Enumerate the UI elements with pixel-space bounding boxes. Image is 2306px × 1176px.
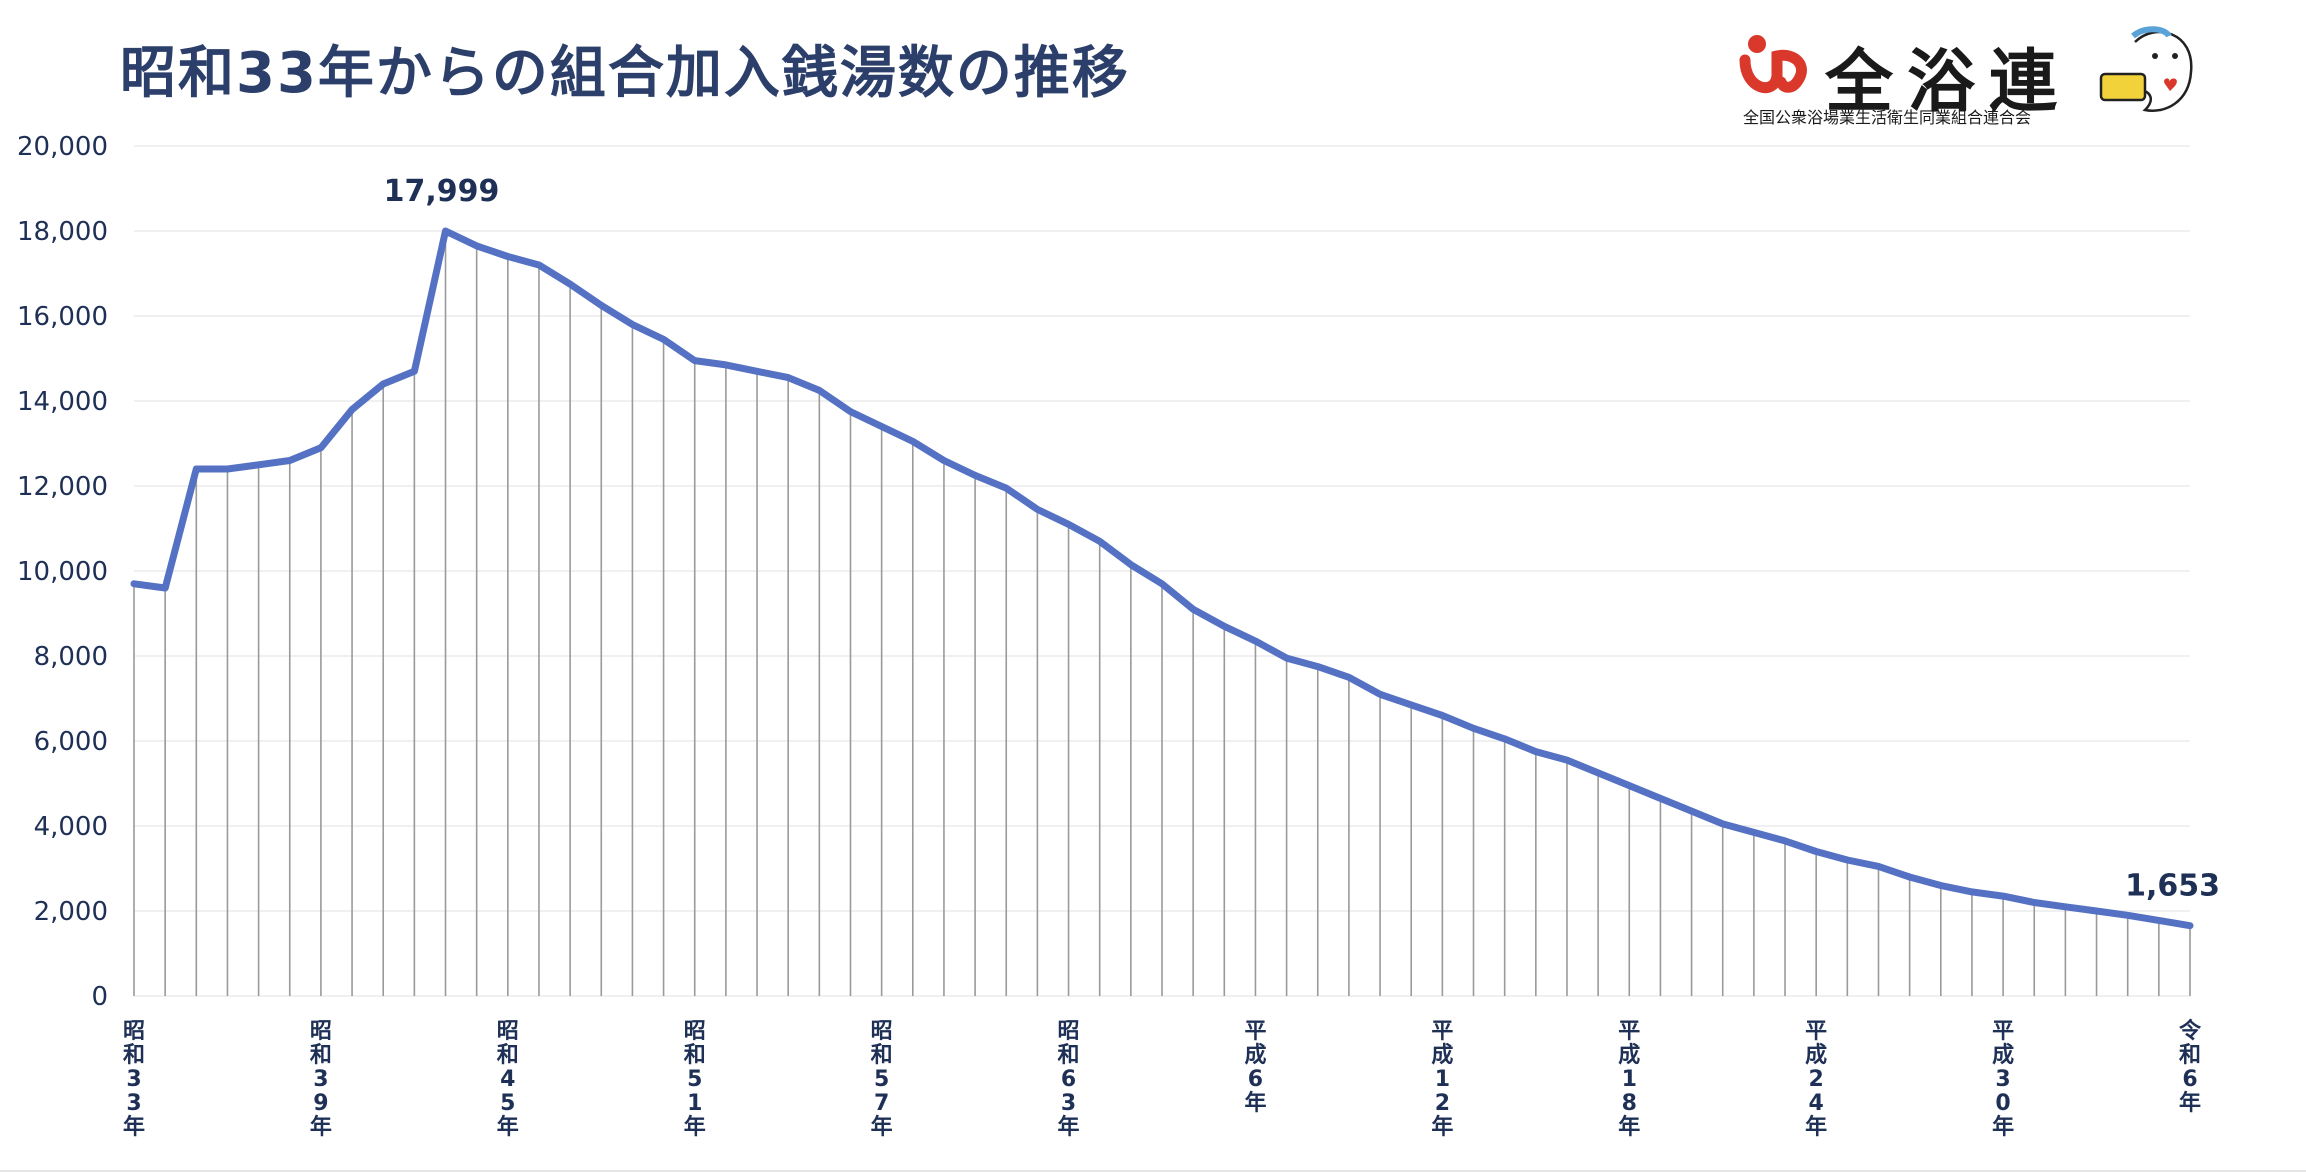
y-tick-label: 10,000	[17, 557, 108, 587]
svg-text:3: 3	[1995, 1067, 2010, 1092]
y-tick-label: 2,000	[34, 897, 108, 927]
y-tick-label: 6,000	[34, 727, 108, 757]
svg-text:3: 3	[126, 1091, 141, 1116]
y-tick-label: 0	[91, 982, 108, 1012]
y-tick-label: 16,000	[17, 302, 108, 332]
y-tick-label: 12,000	[17, 472, 108, 502]
data-label: 17,999	[384, 174, 500, 209]
svg-text:昭: 昭	[497, 1019, 519, 1044]
svg-text:昭: 昭	[871, 1019, 893, 1044]
svg-text:0: 0	[1995, 1091, 2010, 1116]
data-label: 1,653	[2125, 869, 2220, 904]
y-tick-label: 20,000	[17, 132, 108, 162]
svg-text:平: 平	[1431, 1019, 1453, 1044]
svg-text:年: 年	[1058, 1114, 1080, 1140]
svg-text:5: 5	[500, 1091, 515, 1116]
svg-text:1: 1	[1622, 1067, 1637, 1092]
svg-text:成: 成	[1244, 1043, 1266, 1068]
svg-text:9: 9	[313, 1091, 328, 1116]
svg-text:和: 和	[497, 1043, 519, 1068]
series-line	[130, 227, 2194, 930]
svg-text:2: 2	[1435, 1091, 1450, 1116]
svg-text:成: 成	[1992, 1043, 2014, 1068]
svg-text:年: 年	[497, 1114, 519, 1140]
svg-text:令: 令	[2179, 1018, 2202, 1044]
svg-text:1: 1	[1435, 1067, 1450, 1092]
logo-name: 全浴連	[1825, 43, 2072, 122]
y-tick-label: 8,000	[34, 642, 108, 672]
svg-text:成: 成	[1431, 1043, 1453, 1068]
svg-text:昭: 昭	[1058, 1019, 1080, 1044]
drop-lines	[133, 231, 2191, 996]
svg-text:年: 年	[1244, 1090, 1266, 1116]
svg-text:年: 年	[1618, 1114, 1640, 1140]
svg-text:和: 和	[684, 1043, 706, 1068]
svg-text:8: 8	[1622, 1091, 1637, 1116]
svg-text:平: 平	[1244, 1019, 1266, 1044]
svg-text:年: 年	[1805, 1114, 1827, 1140]
svg-text:年: 年	[871, 1114, 893, 1140]
svg-text:和: 和	[123, 1043, 145, 1068]
svg-text:昭: 昭	[310, 1019, 332, 1044]
svg-text:和: 和	[871, 1043, 893, 1068]
svg-text:3: 3	[126, 1067, 141, 1092]
data-labels: 17,999 1,653	[384, 174, 2220, 904]
svg-text:1: 1	[687, 1091, 702, 1116]
y-tick-label: 14,000	[17, 387, 108, 417]
x-tick-label: 昭和33年	[123, 1019, 145, 1140]
y-tick-label: 18,000	[17, 217, 108, 247]
svg-text:3: 3	[313, 1067, 328, 1092]
svg-text:和: 和	[2179, 1043, 2201, 1068]
svg-text:成: 成	[1618, 1043, 1640, 1068]
bottom-divider	[0, 1170, 2306, 1172]
svg-text:2: 2	[1809, 1067, 1824, 1092]
svg-text:6: 6	[1061, 1067, 1076, 1092]
logo-subtitle: 全国公衆浴場業生活衛生同業組合連合会	[1743, 108, 2032, 127]
svg-text:和: 和	[310, 1043, 332, 1068]
svg-text:平: 平	[1992, 1019, 2014, 1044]
svg-text:年: 年	[123, 1114, 145, 1140]
mascot-icon	[2099, 26, 2193, 112]
svg-text:年: 年	[1992, 1114, 2014, 1140]
logo-mark-icon	[1739, 35, 1807, 93]
y-axis-ticks: 0 2,000 4,000 6,000 8,000 10,000 12,000 14,000 1…	[17, 132, 108, 1012]
svg-text:7: 7	[874, 1091, 889, 1116]
svg-text:年: 年	[1431, 1114, 1453, 1140]
svg-text:平: 平	[1618, 1019, 1640, 1044]
svg-text:6: 6	[2182, 1067, 2197, 1092]
svg-text:年: 年	[2179, 1090, 2201, 1116]
svg-text:和: 和	[1058, 1043, 1080, 1068]
series-line-layer	[130, 227, 2194, 930]
svg-text:昭: 昭	[123, 1019, 145, 1044]
svg-text:年: 年	[310, 1114, 332, 1140]
svg-text:平: 平	[1805, 1019, 1827, 1044]
svg-text:4: 4	[1809, 1091, 1824, 1116]
svg-text:5: 5	[874, 1067, 889, 1092]
page-title: 昭和33年からの組合加入銭湯数の推移	[120, 41, 1130, 106]
svg-text:昭: 昭	[684, 1019, 706, 1044]
svg-text:成: 成	[1805, 1043, 1827, 1068]
svg-text:4: 4	[500, 1067, 515, 1092]
logo: 全浴連 全国公衆浴場業生活衛生同業組合連合会	[1735, 26, 2195, 130]
svg-text:3: 3	[1061, 1091, 1076, 1116]
svg-text:6: 6	[1248, 1067, 1263, 1092]
x-axis-ticks: 昭和33年昭和39年昭和45年昭和51年昭和57年昭和63年平成6年平成12年平…	[123, 1018, 2202, 1140]
svg-text:年: 年	[684, 1114, 706, 1140]
y-tick-label: 4,000	[34, 812, 108, 842]
svg-text:5: 5	[687, 1067, 702, 1092]
